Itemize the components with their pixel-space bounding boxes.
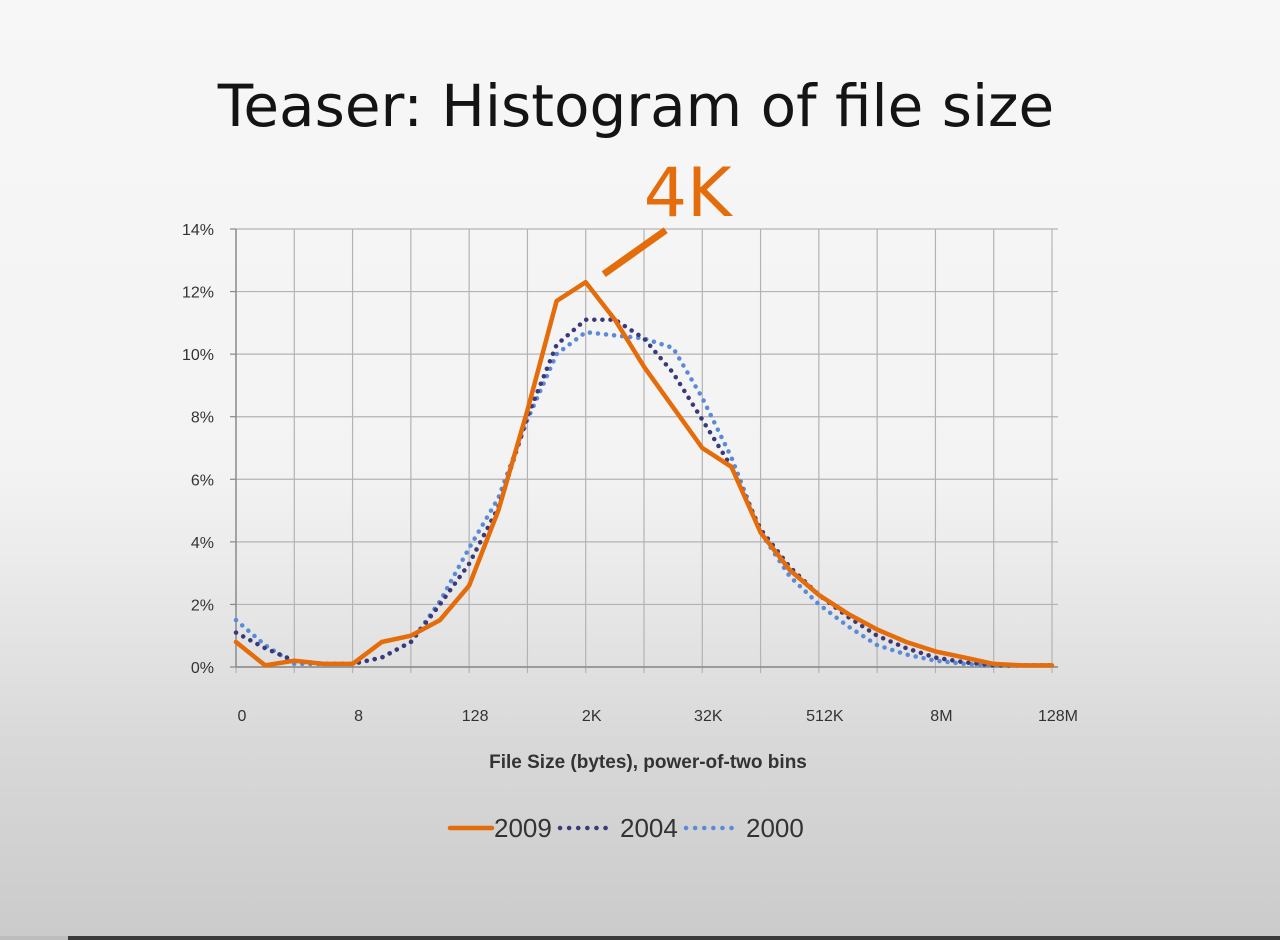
annotation-label: 4K	[644, 154, 734, 233]
series-line-2009	[233, 279, 1055, 668]
y-tick-label: 14%	[182, 222, 214, 239]
chart-grid	[235, 228, 1058, 673]
x-axis-label: File Size (bytes), power-of-two bins	[489, 752, 807, 773]
legend-label-2004: 2004	[620, 813, 678, 843]
series-line-2000	[233, 329, 1055, 668]
y-tick-label: 0%	[191, 660, 214, 677]
x-tick-label: 0	[238, 708, 247, 725]
slide-title: Teaser: Histogram of file size	[217, 72, 1055, 140]
chart-annotations: 4K	[601, 154, 734, 278]
chart-axes: 0% 2% 4% 6% 8% 10% 12% 14% 0 8 128 2K 32K 512K 8M 128M F…	[182, 222, 1078, 773]
chart-series	[233, 279, 1055, 668]
video-progress-bar[interactable]	[0, 936, 1280, 940]
y-tick-label: 4%	[191, 535, 214, 552]
x-tick-label: 128	[462, 708, 489, 725]
y-tick-label: 6%	[191, 472, 214, 489]
x-tick-label: 128M	[1038, 708, 1078, 725]
legend-label-2000: 2000	[746, 813, 804, 843]
video-progress-fill	[0, 936, 68, 940]
annotation-leader-line	[601, 227, 668, 278]
y-tick-label: 12%	[182, 285, 214, 302]
x-tick-label: 8	[354, 708, 363, 725]
legend-label-2009: 2009	[494, 813, 552, 843]
chart-legend: 2009 2004 2000	[447, 813, 804, 843]
series-line-2004	[233, 317, 1055, 668]
x-tick-label: 32K	[694, 708, 723, 725]
x-tick-label: 512K	[806, 708, 844, 725]
x-tick-label: 2K	[582, 708, 602, 725]
y-tick-label: 10%	[182, 347, 214, 364]
x-tick-label: 8M	[930, 708, 952, 725]
y-tick-label: 2%	[191, 597, 214, 614]
y-tick-label: 8%	[191, 410, 214, 427]
